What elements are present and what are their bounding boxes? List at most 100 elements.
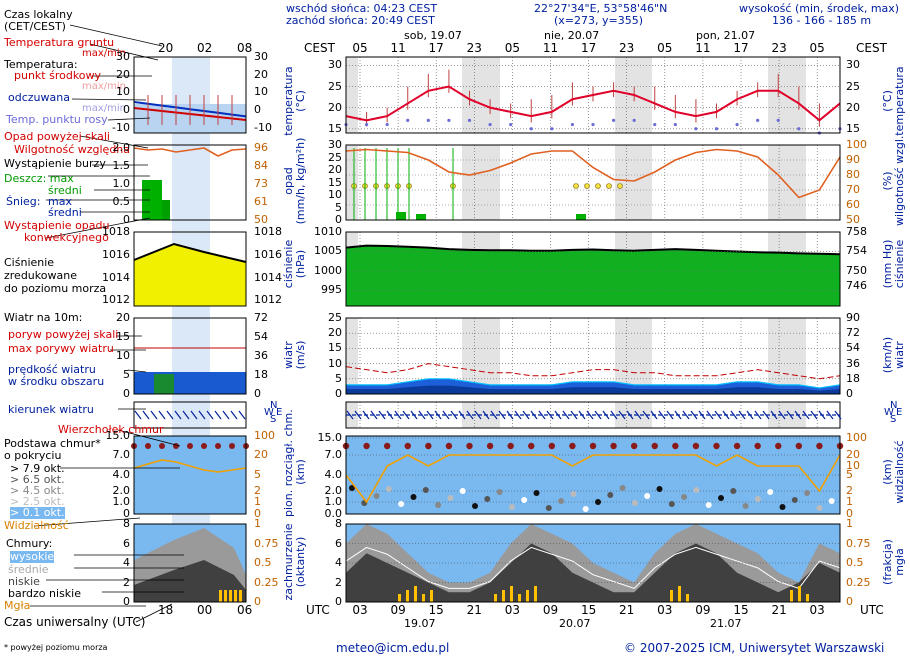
legend-snow-max: max [48,195,72,208]
temp-tick-right: 15 [846,121,860,135]
pressure-tick-left: 1005 [314,244,342,258]
humidity-tick: 100 [846,138,867,151]
cloud-top-dot [630,442,638,450]
legend-wind-tick-right: 0 [254,387,261,400]
cloud-base-dot [631,500,638,506]
legend-temp-tick-left: 20 [116,68,130,81]
legend-panel-frame [133,231,247,307]
legend-cloud-top-dot [201,443,207,449]
bottom-hour-label: 09 [695,603,711,617]
legend-pressure-tick-right: 1014 [254,271,282,284]
temp-tick-left: 15 [328,121,342,135]
storm-marker [584,183,590,189]
legend-tick-18: 18 [158,603,174,617]
legend-precip-over: Opad powyżej skali [4,130,110,143]
fog-bar [518,594,521,602]
email-link[interactable]: meteo@icm.edu.pl [336,641,450,655]
legend-clouds-mid: średnie [8,563,49,576]
cloud-base-dot [521,497,528,503]
legend-pressure-tick-left: 1014 [102,271,130,284]
legend-wind-center: w środku obszaru [8,375,105,388]
legend-cover-tick: 0 [123,595,130,608]
legend-rain-mean: średni [48,184,82,197]
top-hour-label: 17 [580,41,597,55]
legend-utc-title: Czas uniwersalny (UTC) [4,615,146,629]
cloud-top-dot [363,442,370,450]
legend-wind-arrow [158,410,166,420]
humidity-tick: 80 [846,168,860,181]
cloud-base-dot [349,485,355,491]
dew-point-dot [488,122,492,127]
pressure-tick-right: 750 [846,263,867,277]
legend-cloud-cover: o pokryciu [4,449,62,462]
precip-tick: 30 [328,138,342,151]
dew-point-dot [611,118,616,122]
bottom-hour-label: 03 [504,603,521,617]
cloud-base-dot [607,492,614,498]
storm-marker [595,183,601,189]
legend-humidity-tick: 61 [254,195,268,208]
cloud-base-dot [422,487,429,493]
cloud-top-dot [445,442,453,450]
legend-oct-65: > 6.5 okt. [10,473,65,486]
cloud-base-dot [779,504,786,510]
legend-wind-arrow [182,410,190,420]
dew-point-dot [550,127,554,131]
legend-fog-tick: 0.5 [254,556,272,569]
legend-wind-arrow [230,410,238,420]
dew-point-dot [406,118,410,122]
legend-wind-tick-right: 18 [254,368,268,381]
legend-convective-1: Wystąpienie opadu [4,219,110,232]
visibility-tick: 2 [846,484,853,497]
cloud-base-dot [742,503,749,509]
pressure-area [346,245,840,306]
legend-cover-low [134,560,246,602]
wind-tick-left: 25 [328,311,342,324]
fog-bar [502,590,505,602]
bottom-hour-label: 15 [428,603,444,617]
legend-wind-tick-left: 0 [123,387,130,400]
dew-point-dot [694,127,698,131]
fog-tick-right: 0 [846,595,853,608]
wind-tick-right: 90 [846,311,860,324]
dew-point-dot [447,118,451,122]
bottom-hour-label: 15 [733,603,749,617]
fog-bar [414,586,417,602]
legend-ground-maxmin: max/min [82,48,127,59]
legend-panel-frame [133,435,247,515]
axis-wind-left: wiatr (m/s) [282,340,307,370]
cover-tick-left: 6 [335,536,342,550]
cloud-base-dot [656,486,663,492]
legend-pressure-tick-left: 1016 [102,248,130,261]
cest-right: CEST [856,41,887,55]
dew-point-dot [529,127,533,131]
cloud-base-dot [668,501,675,507]
legend-precip-tick: 2.0 [112,141,131,154]
fog-tick-right: 0.25 [846,575,871,589]
legend-wind-core [154,374,174,394]
legend-oct-79: > 7.9 okt. [10,462,65,475]
legend-wind-arrow [206,410,214,420]
cloud-top-dot [672,442,679,450]
legend-connector [79,135,149,149]
cloud-base-dot [447,495,454,501]
dew-point-dot [591,122,595,127]
dew-point-dot [714,127,719,131]
legend-connector [45,217,151,239]
cloud-top-dot [589,442,597,450]
utc-right: UTC [860,603,884,617]
legend-wind-arrow [238,410,246,420]
cloud-base-dot [459,488,466,494]
legend-wind-arrow [198,410,206,420]
fog-tick-right: 1 [846,517,853,530]
rain-mean-bar [396,212,406,220]
axis-temp-right: (°C) temperatura [881,66,906,136]
cloud-tick-left: 0.0 [324,507,343,520]
fog-bar [790,590,793,602]
legend-wind-tick-left: 10 [116,349,130,362]
visibility-line [345,454,841,504]
cloud-top-dot [383,442,391,450]
pressure-tick-left: 1010 [314,225,342,238]
legend-connector [135,603,173,623]
cloud-top-dot [466,442,473,450]
